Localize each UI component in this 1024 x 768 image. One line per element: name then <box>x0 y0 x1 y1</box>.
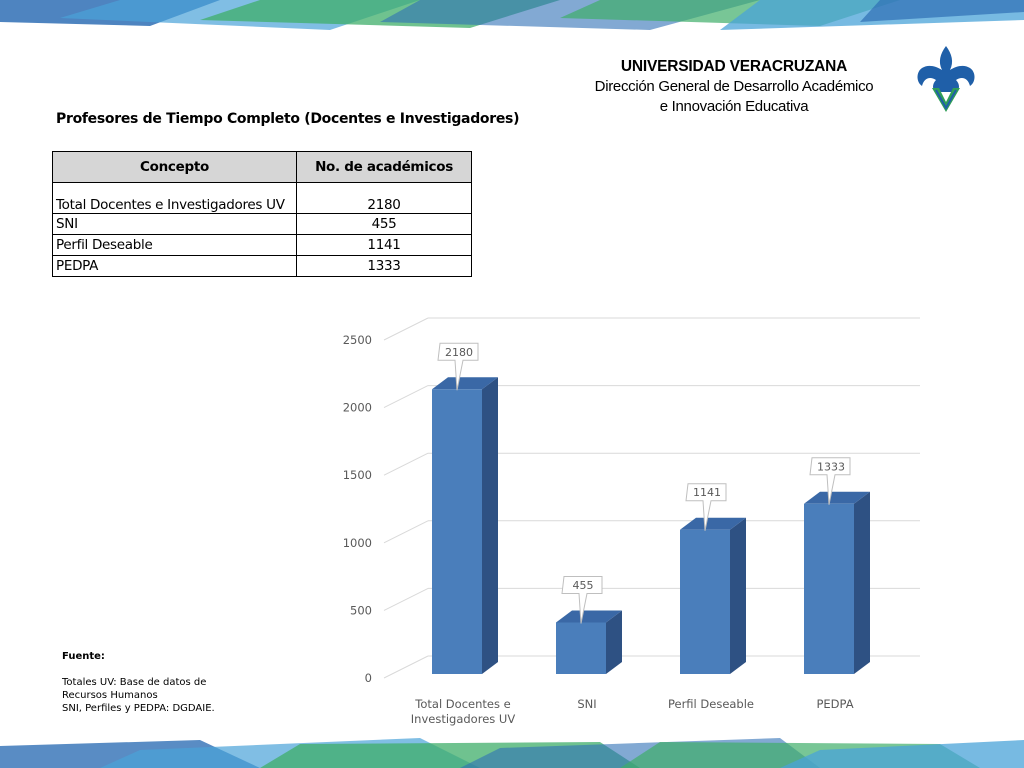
table-header-row: Concepto No. de académicos <box>52 151 472 183</box>
data-label: 1333 <box>817 460 845 473</box>
source-title: Fuente: <box>62 651 105 662</box>
table-row: Total Docentes e Investigadores UV 2180 <box>52 182 472 214</box>
institution-header: UNIVERSIDAD VERACRUZANA Dirección Genera… <box>560 57 908 117</box>
bar-chart: 0 500 1000 1500 2000 2500 2180 Total Docentes e… <box>343 317 920 726</box>
table-cell-value: 1333 <box>296 255 472 277</box>
bar <box>556 622 606 674</box>
table-cell-concept: Perfil Deseable <box>52 234 297 256</box>
table-row: Perfil Deseable 1141 <box>52 234 472 256</box>
bar-side <box>730 517 746 674</box>
y-tick-label: 500 <box>350 603 372 617</box>
bar-side <box>606 610 622 674</box>
data-label-callout <box>437 342 479 391</box>
top-decorative-band <box>0 0 1024 30</box>
source-line: Recursos Humanos <box>62 690 158 701</box>
university-logo <box>917 46 975 112</box>
x-tick-label: SNI <box>577 697 596 711</box>
table-cell-value: 1141 <box>296 234 472 256</box>
table-cell-concept: Total Docentes e Investigadores UV <box>52 182 297 214</box>
bar-top <box>432 377 498 390</box>
department-line-1: Dirección General de Desarrollo Académic… <box>594 78 874 95</box>
source-note: Fuente: Totales UV: Base de datos de Rec… <box>62 650 282 715</box>
data-label-callout <box>809 457 851 505</box>
data-label: 455 <box>573 579 594 592</box>
bar-top <box>804 491 870 504</box>
y-tick-label: 0 <box>365 671 372 685</box>
bar <box>680 529 730 674</box>
source-line: SNI, Perfiles y PEDPA: DGDAIE. <box>62 703 215 714</box>
bar-top <box>556 610 622 623</box>
gridline-depth <box>383 452 429 476</box>
y-tick-label: 1000 <box>343 536 372 550</box>
bar-side <box>854 491 870 674</box>
table-cell-concept: SNI <box>52 213 297 235</box>
department-line-2: e Innovación Educativa <box>659 98 809 115</box>
data-label-callout <box>685 483 727 531</box>
bar-top <box>680 517 746 530</box>
university-name: UNIVERSIDAD VERACRUZANA <box>620 58 848 75</box>
column-header-numero: No. de académicos <box>296 151 472 183</box>
data-label: 2180 <box>445 346 473 359</box>
y-tick-label: 1500 <box>343 468 372 482</box>
y-tick-label: 2500 <box>343 333 372 347</box>
gridline-depth <box>383 385 429 409</box>
bar-side <box>482 377 498 674</box>
data-label: 1141 <box>693 486 721 499</box>
table-title: Profesores de Tiempo Completo (Docentes … <box>56 111 520 127</box>
table-cell-concept: PEDPA <box>52 255 297 277</box>
x-tick-label: Perfil Deseable <box>668 697 754 711</box>
bottom-decorative-band <box>0 738 1024 768</box>
academics-table: Concepto No. de académicos Total Docente… <box>52 151 472 277</box>
table-row: PEDPA 1333 <box>52 255 472 277</box>
gridline-depth <box>383 317 429 341</box>
column-header-concepto: Concepto <box>52 151 297 183</box>
table-cell-value: 455 <box>296 213 472 235</box>
y-tick-label: 2000 <box>343 401 372 415</box>
bar <box>432 389 482 674</box>
data-label-callout <box>561 575 603 624</box>
table-row: SNI 455 <box>52 213 472 235</box>
x-tick-label: PEDPA <box>816 697 853 711</box>
gridline-depth <box>383 655 429 679</box>
x-tick-label: Total Docentes e <box>414 697 510 711</box>
x-tick-label: Investigadores UV <box>411 712 516 726</box>
gridline-depth <box>383 520 429 544</box>
source-line: Totales UV: Base de datos de <box>62 677 207 688</box>
table-cell-value: 2180 <box>296 182 472 214</box>
gridline-depth <box>383 587 429 611</box>
bar <box>804 503 854 674</box>
